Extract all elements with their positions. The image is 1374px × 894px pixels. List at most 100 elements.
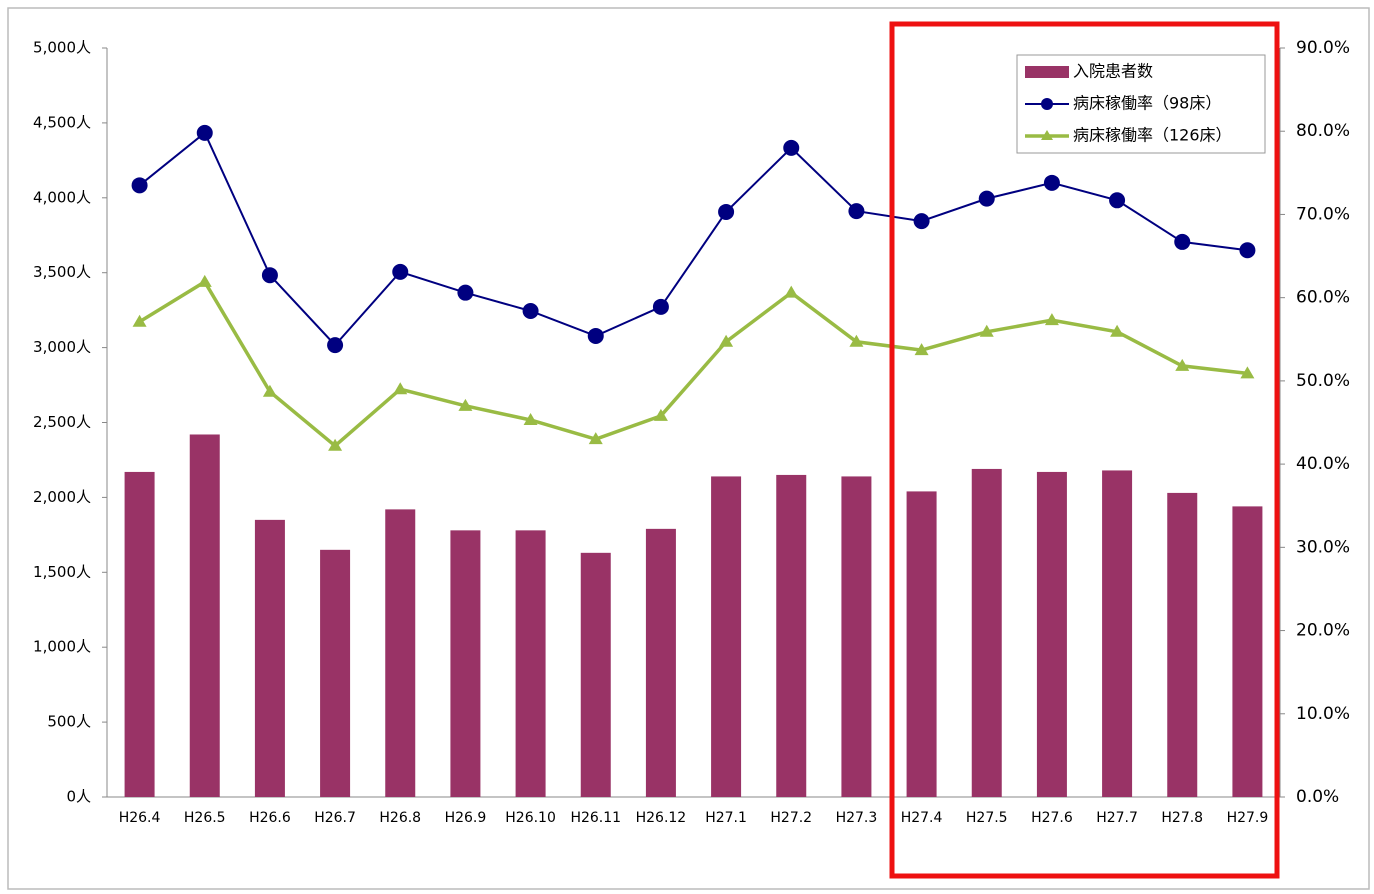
point (719, 334, 734, 347)
point (978, 190, 995, 207)
point (132, 314, 147, 327)
point (914, 343, 929, 356)
bar (711, 476, 742, 797)
y-tick-label: 2,500人 (33, 413, 91, 431)
x-tick-label: H27.7 (1096, 810, 1138, 826)
bar (189, 434, 220, 797)
point (131, 177, 148, 194)
x-tick-label: H27.5 (966, 810, 1008, 826)
point (1174, 233, 1191, 250)
y2-tick-label: 90.0% (1296, 38, 1350, 58)
legend-label: 入院患者数 (1073, 62, 1153, 81)
x-tick-label: H26.5 (184, 810, 226, 826)
x-tick-label: H26.11 (570, 810, 621, 826)
chart-border (7, 7, 1370, 890)
bar (1102, 470, 1133, 797)
bar (450, 530, 481, 797)
y2-tick-label: 30.0% (1296, 537, 1350, 557)
x-tick-label: H26.4 (119, 810, 161, 826)
x-tick-label: H26.8 (379, 810, 421, 826)
point (718, 203, 735, 220)
point (783, 139, 800, 156)
x-tick-label: H27.9 (1227, 810, 1269, 826)
bar (1036, 471, 1067, 797)
x-tick-label: H26.12 (636, 810, 687, 826)
y2-tick-label: 50.0% (1296, 371, 1350, 391)
bar (906, 491, 937, 797)
legend-label: 病床稼働率（98床） (1073, 94, 1221, 113)
point (1239, 242, 1256, 259)
y2-tick-label: 60.0% (1296, 288, 1350, 308)
point (392, 263, 409, 280)
point (1109, 192, 1126, 209)
y2-tick-label: 0.0% (1296, 787, 1339, 807)
y2-tick-label: 80.0% (1296, 121, 1350, 141)
point (979, 324, 994, 337)
x-tick-label: H27.2 (770, 810, 812, 826)
point (848, 203, 865, 220)
x-tick-label: H27.3 (836, 810, 878, 826)
bar (254, 519, 285, 797)
point (1110, 324, 1125, 337)
y-tick-label: 1,000人 (33, 638, 91, 656)
legend-marker (1041, 130, 1053, 140)
point (913, 213, 930, 230)
y-tick-label: 3,500人 (33, 263, 91, 281)
legend-label: 病床稼働率（126床） (1073, 126, 1232, 145)
bar (515, 530, 546, 797)
x-tick-label: H27.1 (705, 810, 747, 826)
y-tick-label: 1,500人 (33, 563, 91, 581)
bar (645, 528, 676, 797)
x-tick-label: H26.9 (445, 810, 487, 826)
bar (776, 474, 807, 797)
point (196, 124, 213, 141)
x-tick-label: H26.10 (505, 810, 556, 826)
x-tick-label: H27.6 (1031, 810, 1073, 826)
x-tick-label: H27.8 (1161, 810, 1203, 826)
line (138, 131, 1248, 347)
point (457, 284, 474, 301)
x-tick-label: H27.4 (901, 810, 943, 826)
y-tick-label: 0人 (66, 788, 91, 806)
line (138, 279, 1248, 449)
bar (841, 476, 872, 797)
point (1044, 313, 1059, 326)
point (849, 334, 864, 347)
y-tick-label: 5,000人 (33, 39, 91, 57)
point (652, 298, 669, 315)
point (197, 274, 212, 287)
point (653, 408, 668, 421)
bar (1232, 506, 1263, 797)
point (523, 413, 538, 426)
point (328, 438, 343, 451)
point (588, 432, 603, 445)
point (1240, 366, 1255, 379)
legend-swatch (1025, 66, 1069, 78)
y-tick-label: 4,500人 (33, 113, 91, 131)
highlight-box (889, 21, 1280, 879)
bar (580, 552, 611, 797)
bar (971, 468, 1002, 797)
y-tick-label: 500人 (47, 713, 91, 731)
y2-tick-label: 40.0% (1296, 454, 1350, 474)
point (262, 384, 277, 397)
point (784, 285, 799, 298)
bar (1167, 492, 1198, 797)
point (587, 327, 604, 344)
point (261, 267, 278, 284)
bar (320, 549, 351, 797)
bar (124, 471, 155, 797)
y-tick-label: 2,000人 (33, 488, 91, 506)
y2-tick-label: 10.0% (1296, 704, 1350, 724)
y2-tick-label: 20.0% (1296, 621, 1350, 641)
plot: 0人 500人 1,000人 1,500人 2,000人 2,500人 3,000人 3,50… (33, 38, 1350, 826)
legend-marker (1041, 98, 1053, 110)
point (522, 302, 539, 319)
point (1175, 358, 1190, 371)
x-tick-label: H26.7 (314, 810, 356, 826)
point (393, 382, 408, 395)
y2-tick-label: 70.0% (1296, 204, 1350, 224)
x-tick-label: H26.6 (249, 810, 291, 826)
y-tick-label: 3,000人 (33, 338, 91, 356)
